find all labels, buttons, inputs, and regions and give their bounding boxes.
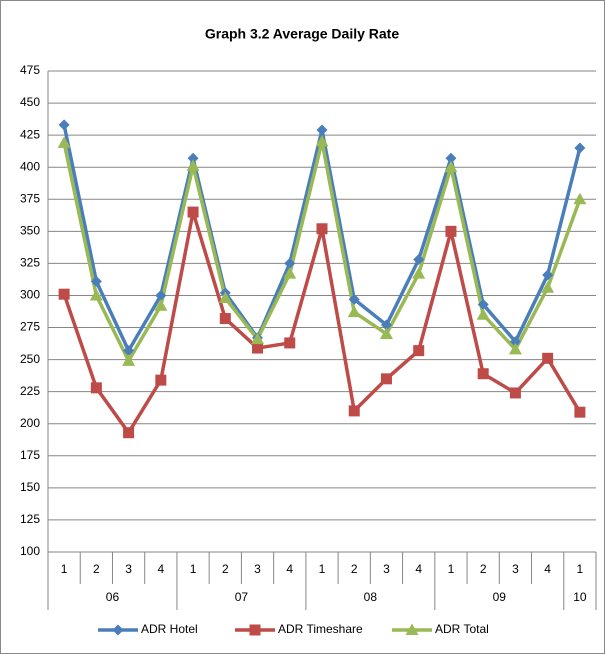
marker <box>251 332 265 345</box>
marker <box>444 160 458 173</box>
x-tick-label: 2 <box>351 562 358 576</box>
marker <box>252 342 264 354</box>
y-tick-label: 125 <box>20 512 40 526</box>
marker <box>574 406 586 418</box>
y-tick-label: 400 <box>20 159 40 173</box>
marker <box>509 336 521 348</box>
marker <box>122 354 136 366</box>
marker <box>57 136 71 148</box>
marker <box>348 293 360 305</box>
y-tick-label: 175 <box>20 448 40 462</box>
x-tick-label: 1 <box>448 562 455 576</box>
chart-title: Graph 3.2 Average Daily Rate <box>205 26 399 42</box>
marker <box>477 368 489 380</box>
marker <box>89 288 103 301</box>
marker <box>380 319 392 331</box>
marker <box>413 345 425 357</box>
x-tick-label: 3 <box>512 562 519 576</box>
marker <box>542 352 554 364</box>
y-tick-label: 225 <box>20 384 40 398</box>
x-tick-label: 2 <box>222 562 229 576</box>
marker <box>90 382 102 394</box>
x-tick-label: 2 <box>93 562 100 576</box>
marker <box>187 152 199 164</box>
x-group-label: 10 <box>573 590 587 604</box>
marker <box>284 337 296 349</box>
marker <box>413 254 425 266</box>
x-tick-label: 4 <box>157 562 164 576</box>
y-tick-label: 150 <box>20 480 40 494</box>
marker <box>123 345 135 357</box>
x-tick-label: 3 <box>383 562 390 576</box>
marker <box>283 267 297 279</box>
x-tick-label: 4 <box>415 562 422 576</box>
marker <box>316 223 328 235</box>
x-group-label: 07 <box>235 590 249 604</box>
y-tick-label: 350 <box>20 224 40 238</box>
marker <box>123 427 135 439</box>
marker <box>218 291 232 304</box>
marker <box>249 624 261 636</box>
marker <box>347 305 361 318</box>
legend-label: ADR Timeshare <box>278 622 363 636</box>
marker <box>379 327 393 339</box>
x-tick-label: 4 <box>544 562 551 576</box>
x-group-label: 06 <box>106 590 120 604</box>
marker <box>90 275 102 287</box>
marker <box>154 299 168 311</box>
marker <box>348 405 360 417</box>
x-tick-label: 4 <box>286 562 293 576</box>
marker <box>445 225 457 237</box>
x-tick-label: 1 <box>319 562 326 576</box>
marker <box>405 623 419 635</box>
x-tick-label: 1 <box>190 562 197 576</box>
x-tick-label: 2 <box>480 562 487 576</box>
y-tick-label: 200 <box>20 416 40 430</box>
marker <box>284 257 296 269</box>
x-tick-label: 1 <box>61 562 68 576</box>
y-tick-label: 475 <box>20 63 40 77</box>
legend-label: ADR Hotel <box>141 622 198 636</box>
marker <box>58 119 70 131</box>
marker <box>155 289 167 301</box>
x-tick-label: 3 <box>254 562 261 576</box>
marker <box>509 387 521 399</box>
marker <box>316 124 328 136</box>
y-tick-label: 300 <box>20 288 40 302</box>
marker <box>574 142 586 154</box>
marker <box>412 267 426 279</box>
y-tick-label: 275 <box>20 320 40 334</box>
x-tick-label: 1 <box>577 562 584 576</box>
y-tick-label: 325 <box>20 256 40 270</box>
marker <box>573 192 587 205</box>
marker <box>315 135 329 147</box>
marker <box>380 373 392 385</box>
legend-label: ADR Total <box>435 622 489 636</box>
marker <box>187 206 199 218</box>
marker <box>58 288 70 300</box>
y-tick-label: 100 <box>20 544 40 558</box>
marker <box>508 342 522 355</box>
marker <box>477 298 489 310</box>
y-tick-label: 250 <box>20 352 40 366</box>
y-tick-label: 375 <box>20 191 40 205</box>
marker <box>445 152 457 164</box>
marker <box>476 308 490 320</box>
x-tick-label: 3 <box>125 562 132 576</box>
marker <box>112 624 124 636</box>
x-group-label: 09 <box>493 590 507 604</box>
x-group-label: 08 <box>364 590 378 604</box>
marker <box>155 374 167 386</box>
y-tick-label: 450 <box>20 95 40 109</box>
marker <box>541 281 555 293</box>
y-tick-label: 425 <box>20 127 40 141</box>
marker <box>186 159 200 171</box>
marker <box>542 269 554 281</box>
marker <box>219 313 231 325</box>
